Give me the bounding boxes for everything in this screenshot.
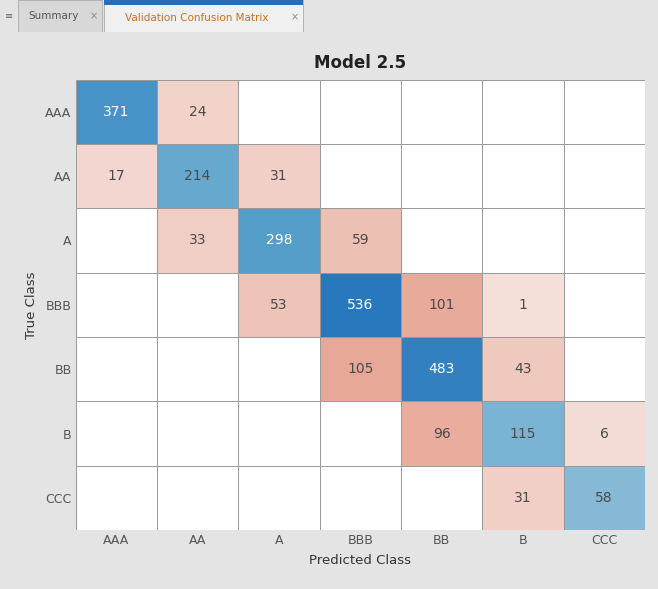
Text: 33: 33	[189, 233, 207, 247]
Bar	[320, 337, 401, 401]
Text: 115: 115	[510, 426, 536, 441]
X-axis label: Predicted Class: Predicted Class	[309, 554, 411, 567]
Text: 483: 483	[428, 362, 455, 376]
Text: Validation Confusion Matrix: Validation Confusion Matrix	[125, 13, 268, 23]
Bar	[157, 401, 238, 466]
Text: 214: 214	[184, 169, 211, 183]
Text: 6: 6	[599, 426, 609, 441]
Bar	[157, 273, 238, 337]
Bar	[157, 337, 238, 401]
Bar	[157, 80, 238, 144]
Text: 298: 298	[266, 233, 292, 247]
Text: 58: 58	[595, 491, 613, 505]
Bar	[482, 144, 563, 209]
Bar	[320, 401, 401, 466]
Bar	[238, 466, 320, 530]
Bar	[563, 209, 645, 273]
Title: Model 2.5: Model 2.5	[314, 54, 407, 72]
Bar	[238, 144, 320, 209]
Text: 536: 536	[347, 298, 374, 312]
Bar	[482, 466, 563, 530]
Text: ×: ×	[90, 11, 98, 21]
Bar	[482, 273, 563, 337]
Bar	[320, 273, 401, 337]
Bar	[76, 273, 157, 337]
Bar	[563, 466, 645, 530]
Text: 24: 24	[189, 105, 207, 119]
Text: 371: 371	[103, 105, 130, 119]
Bar	[401, 401, 482, 466]
Text: 43: 43	[514, 362, 532, 376]
Bar	[401, 209, 482, 273]
Bar	[401, 337, 482, 401]
Text: ×: ×	[291, 13, 299, 23]
Text: 101: 101	[428, 298, 455, 312]
Bar	[76, 466, 157, 530]
Bar	[238, 80, 320, 144]
Bar	[563, 144, 645, 209]
Bar	[482, 401, 563, 466]
Bar	[104, 0, 303, 32]
Bar	[563, 401, 645, 466]
Bar	[563, 337, 645, 401]
Text: 59: 59	[351, 233, 369, 247]
Text: 53: 53	[270, 298, 288, 312]
Bar	[320, 209, 401, 273]
Bar	[563, 80, 645, 144]
Bar	[18, 0, 102, 32]
Text: 31: 31	[270, 169, 288, 183]
Text: ≡: ≡	[5, 11, 13, 21]
Bar	[76, 209, 157, 273]
Bar	[76, 144, 157, 209]
Bar	[157, 209, 238, 273]
Bar	[401, 80, 482, 144]
Bar	[401, 466, 482, 530]
Text: Summary: Summary	[28, 11, 79, 21]
Text: 31: 31	[514, 491, 532, 505]
Bar	[320, 466, 401, 530]
Bar	[482, 209, 563, 273]
Bar	[320, 144, 401, 209]
Y-axis label: True Class: True Class	[25, 271, 38, 339]
Bar	[401, 273, 482, 337]
Bar	[238, 337, 320, 401]
Bar	[76, 401, 157, 466]
Bar	[238, 273, 320, 337]
Bar	[238, 209, 320, 273]
Text: 105: 105	[347, 362, 374, 376]
Bar	[238, 401, 320, 466]
Bar	[401, 144, 482, 209]
Bar	[157, 144, 238, 209]
Bar	[482, 337, 563, 401]
Bar	[104, 0, 303, 5]
Bar	[76, 337, 157, 401]
Bar	[76, 80, 157, 144]
Text: 96: 96	[433, 426, 451, 441]
Bar	[563, 273, 645, 337]
Text: 17: 17	[107, 169, 125, 183]
Bar	[157, 466, 238, 530]
Text: 1: 1	[519, 298, 527, 312]
Bar	[320, 80, 401, 144]
Bar	[482, 80, 563, 144]
